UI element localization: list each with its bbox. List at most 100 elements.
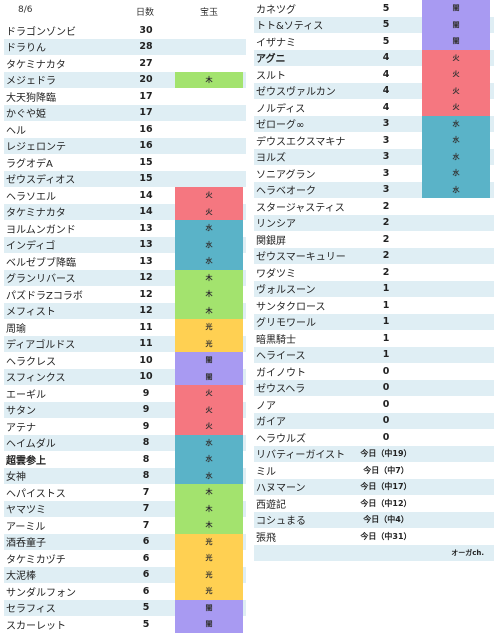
table-row: 関銀屏 2	[254, 231, 494, 248]
days-value: 5	[142, 618, 150, 630]
gem-badge: 水	[422, 115, 490, 132]
gem-badge: 火	[422, 99, 490, 116]
days-value: 1	[382, 316, 390, 328]
days-header: 日数	[136, 8, 155, 18]
table-row: グランリバース 12 木	[4, 269, 246, 286]
table-row: インディゴ 13 水	[4, 236, 246, 253]
table-row: ヘラソエル 14 火	[4, 187, 246, 204]
days-value: 3	[382, 118, 390, 130]
days-value: 10	[139, 354, 153, 366]
days-value: 4	[382, 101, 390, 113]
gem-header: 宝玉	[200, 8, 219, 18]
left-rows: ドラゴンゾンビ 30 ドラりん 28 タケミナカタ 27 メジェドラ 20 木大天狗降臨 17 かぐ…	[4, 22, 246, 633]
dungeon-name: 大泥棒	[6, 571, 36, 583]
gem-badge: 木	[175, 286, 243, 303]
days-value: 2	[382, 217, 390, 229]
table-row: 女神 8 水	[4, 467, 246, 484]
dungeon-name: ドラりん	[6, 43, 46, 55]
dungeon-name: ノア	[256, 400, 276, 412]
gem-badge: 火	[175, 418, 243, 435]
table-row: ゼウスディオス 15	[4, 170, 246, 187]
table-row: ガイア 0	[254, 412, 494, 429]
days-value: 3	[382, 151, 390, 163]
days-value: 30	[139, 24, 153, 36]
days-value: 4	[382, 52, 390, 64]
days-value: 5	[382, 35, 390, 47]
dungeon-name: ヴォルスーン	[256, 285, 316, 297]
dungeon-name: ワダツミ	[256, 268, 296, 280]
dungeon-name: ガイノウト	[256, 367, 306, 379]
table-row: かぐや姫 17	[4, 104, 246, 121]
gem-badge: 水	[175, 467, 243, 484]
table-row: ノア 0	[254, 396, 494, 413]
dungeon-name: タケミカヅチ	[6, 554, 66, 566]
days-value: 14	[139, 206, 153, 218]
dungeon-name: メフィスト	[6, 307, 56, 319]
days-value: 1	[382, 332, 390, 344]
table-row: ゼウスヘラ 0	[254, 379, 494, 396]
days-value: 0	[382, 398, 390, 410]
days-value: 28	[139, 41, 153, 53]
table-row: 周瑜 11 光	[4, 319, 246, 336]
table-row: メフィスト 12 木	[4, 302, 246, 319]
gem-badge: 火	[422, 66, 490, 83]
days-value: 16	[139, 140, 153, 152]
gem-badge: 水	[175, 236, 243, 253]
days-value: 今日（中4）	[363, 515, 409, 525]
days-value: 6	[142, 536, 150, 548]
dungeon-name: 女神	[6, 472, 26, 484]
table-row: ヘパイストス 7 木	[4, 484, 246, 501]
table-row: ワダツミ 2	[254, 264, 494, 281]
table-row: ヘル 16	[4, 121, 246, 138]
table-row: スタージャスティス 2	[254, 198, 494, 215]
gem-badge: 水	[422, 148, 490, 165]
table-row: ヴォルスーン 1	[254, 280, 494, 297]
table-row: ヘラクレス 10 闇	[4, 352, 246, 369]
gem-badge: 光	[175, 533, 243, 550]
dungeon-name: タケミナカタ	[6, 59, 66, 71]
days-value: 11	[139, 321, 153, 333]
dungeon-name: ミル	[256, 466, 276, 478]
table-row: アーミル 7 木	[4, 517, 246, 534]
date-label: 8/6	[18, 5, 33, 15]
table-row: 超雲参上 8 水	[4, 451, 246, 468]
dungeon-name: ヘル	[6, 125, 26, 137]
gem-badge: 闇	[175, 599, 243, 616]
dungeon-name: アーミル	[6, 521, 46, 533]
dungeon-name: コシュまる	[256, 516, 306, 528]
table-row: セラフィス 5 闇	[4, 599, 246, 616]
credit-row: オーガch.	[254, 544, 494, 561]
table-header: 8/6 日数 宝玉	[4, 0, 246, 22]
dungeon-name: グランリバース	[6, 274, 76, 286]
table-row: 西遊記 今日（中12）	[254, 495, 494, 512]
days-value: 4	[382, 68, 390, 80]
dungeon-name: パズドラZコラボ	[6, 290, 83, 302]
days-value: 今日（中31）	[360, 531, 412, 541]
table-row: ヨルムンガンド 13 水	[4, 220, 246, 237]
days-value: 17	[139, 107, 153, 119]
table-row: 酒呑童子 6 光	[4, 533, 246, 550]
dungeon-name: イザナミ	[256, 37, 296, 49]
days-value: 1	[382, 349, 390, 361]
days-value: 今日（中12）	[360, 498, 412, 508]
days-value: 12	[139, 305, 153, 317]
dungeon-name: サタン	[6, 406, 36, 418]
table-row: コシュまる 今日（中4）	[254, 511, 494, 528]
days-value: 6	[142, 585, 150, 597]
dungeon-name: ノルディス	[256, 103, 306, 115]
table-row: ヘイムダル 8 水	[4, 434, 246, 451]
dungeon-name: スルト	[256, 70, 286, 82]
dungeon-name: サンタクロース	[256, 301, 326, 313]
table-row: ドラりん 28	[4, 38, 246, 55]
dungeon-name: ヘイムダル	[6, 439, 56, 451]
gem-badge: 闇	[175, 616, 243, 633]
gem-badge: 火	[422, 49, 490, 66]
dungeon-name: アグニ	[256, 54, 286, 66]
gem-badge: 火	[175, 187, 243, 204]
table-row: タケミナカタ 14 火	[4, 203, 246, 220]
gem-badge: 光	[175, 550, 243, 567]
days-value: 8	[142, 437, 150, 449]
table-row: 張飛 今日（中31）	[254, 528, 494, 545]
dungeon-name: ヘパイストス	[6, 488, 66, 500]
dungeon-name: タケミナカタ	[6, 208, 66, 220]
